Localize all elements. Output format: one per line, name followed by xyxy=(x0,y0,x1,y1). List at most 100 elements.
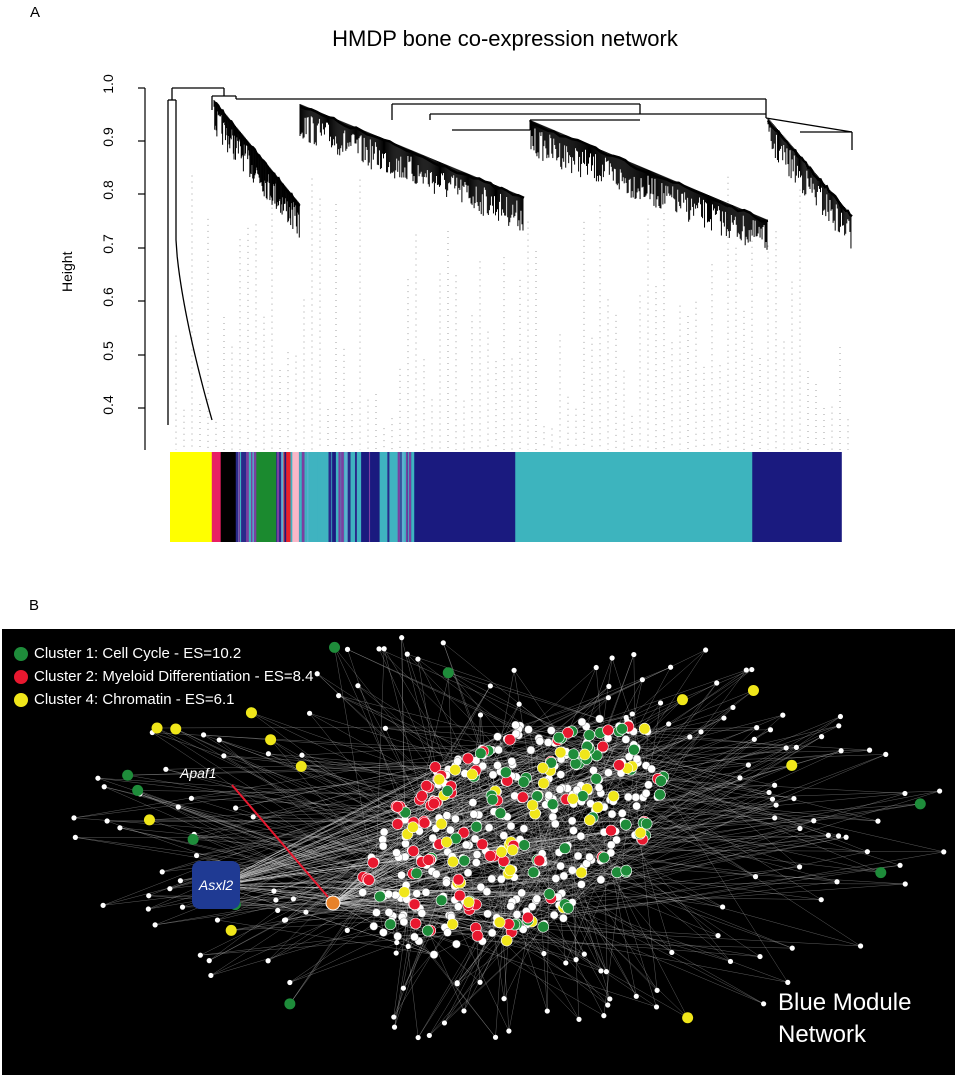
network-edge xyxy=(383,648,457,770)
cluster-gene-node xyxy=(607,790,620,802)
network-edge xyxy=(495,870,508,1038)
cluster-gene-node xyxy=(537,921,550,933)
network-node xyxy=(657,700,664,706)
cluster-gene-node xyxy=(575,866,588,879)
module-color-stripe xyxy=(387,452,390,542)
cluster-gene-node xyxy=(428,797,440,810)
network-edge xyxy=(182,734,591,908)
cluster-gene-node xyxy=(531,790,543,802)
network-node xyxy=(897,862,903,868)
network-node xyxy=(454,980,460,986)
network-node xyxy=(265,751,271,757)
network-edge xyxy=(503,762,623,999)
cluster-gene-node xyxy=(442,667,454,679)
network-edge xyxy=(137,790,377,913)
network-edge xyxy=(73,738,539,819)
network-node xyxy=(567,816,577,826)
network-node xyxy=(71,815,77,821)
cluster-gene-node xyxy=(452,873,465,886)
network-node xyxy=(314,671,320,677)
dendrogram-branches xyxy=(167,87,853,425)
network-graph xyxy=(71,635,947,1041)
cluster-gene-node xyxy=(543,888,556,900)
network-node xyxy=(492,1034,499,1040)
network-node xyxy=(596,875,606,884)
network-edge xyxy=(401,671,450,876)
network-edge xyxy=(450,742,555,831)
network-edge xyxy=(588,791,731,962)
network-node xyxy=(250,814,256,820)
cluster-gene-node xyxy=(504,864,516,877)
module-color-segment xyxy=(515,452,753,542)
network-node xyxy=(612,835,621,845)
network-node xyxy=(631,793,640,802)
network-node xyxy=(442,811,452,820)
network-edge xyxy=(560,774,688,1018)
cluster-gene-node xyxy=(132,784,144,796)
network-edge xyxy=(562,750,829,836)
network-node xyxy=(555,785,565,794)
cluster-gene-node xyxy=(486,793,499,806)
network-node xyxy=(214,917,221,923)
network-node xyxy=(864,849,870,855)
dendrogram-chart xyxy=(138,87,853,542)
network-node xyxy=(376,646,382,652)
network-node xyxy=(394,939,400,946)
network-node xyxy=(866,747,873,753)
network-node xyxy=(573,851,583,861)
module-color-segment xyxy=(235,452,247,542)
network-node xyxy=(609,655,615,661)
network-node xyxy=(287,979,293,986)
cluster-gene-node xyxy=(747,684,759,696)
network-edge xyxy=(275,845,470,901)
apaf1-label: Apaf1 xyxy=(180,765,217,781)
network-node xyxy=(163,766,169,772)
network-node xyxy=(451,814,460,824)
module-color-segment xyxy=(211,452,222,542)
network-node xyxy=(604,768,613,777)
network-node xyxy=(175,804,181,810)
network-node xyxy=(836,723,842,729)
network-edge xyxy=(217,919,435,955)
cluster-gene-node xyxy=(170,723,182,735)
cluster-gene-node xyxy=(559,842,571,855)
network-node xyxy=(179,904,186,910)
network-node xyxy=(454,902,463,911)
network-node xyxy=(526,745,536,755)
network-node xyxy=(743,667,749,673)
cluster-gene-node xyxy=(654,788,666,801)
network-node xyxy=(581,951,587,957)
network-node xyxy=(221,753,227,759)
cluster-gene-node xyxy=(578,748,591,761)
network-node xyxy=(749,666,755,673)
network-node xyxy=(493,732,502,741)
cluster-gene-node xyxy=(634,827,647,839)
network-edge xyxy=(235,904,377,913)
network-edge xyxy=(457,830,574,984)
cluster-gene-node xyxy=(384,918,397,931)
network-node xyxy=(379,827,389,837)
network-edge xyxy=(448,672,600,720)
network-edge xyxy=(657,779,788,983)
cluster-gene-node xyxy=(546,798,559,811)
cluster-gene-node xyxy=(462,896,475,908)
cluster-gene-node xyxy=(590,772,603,785)
network-edge xyxy=(589,736,822,858)
network-edge xyxy=(520,697,609,727)
network-node xyxy=(415,656,421,662)
cluster-gene-node xyxy=(567,793,579,805)
network-edge xyxy=(383,790,940,897)
legend-dot-red xyxy=(14,669,28,684)
network-node xyxy=(605,1002,611,1008)
network-node xyxy=(902,790,908,797)
cluster-gene-node xyxy=(553,731,565,744)
network-edge xyxy=(432,764,749,800)
legend-item-cell-cycle: Cluster 1: Cell Cycle - ES=10.2 xyxy=(14,645,241,662)
network-node xyxy=(785,979,791,985)
network-node xyxy=(632,754,642,764)
network-edge xyxy=(289,893,417,983)
network-node xyxy=(400,985,406,991)
network-edge xyxy=(481,842,838,882)
cluster-gene-node xyxy=(567,748,580,761)
cluster-gene-node xyxy=(122,769,134,781)
